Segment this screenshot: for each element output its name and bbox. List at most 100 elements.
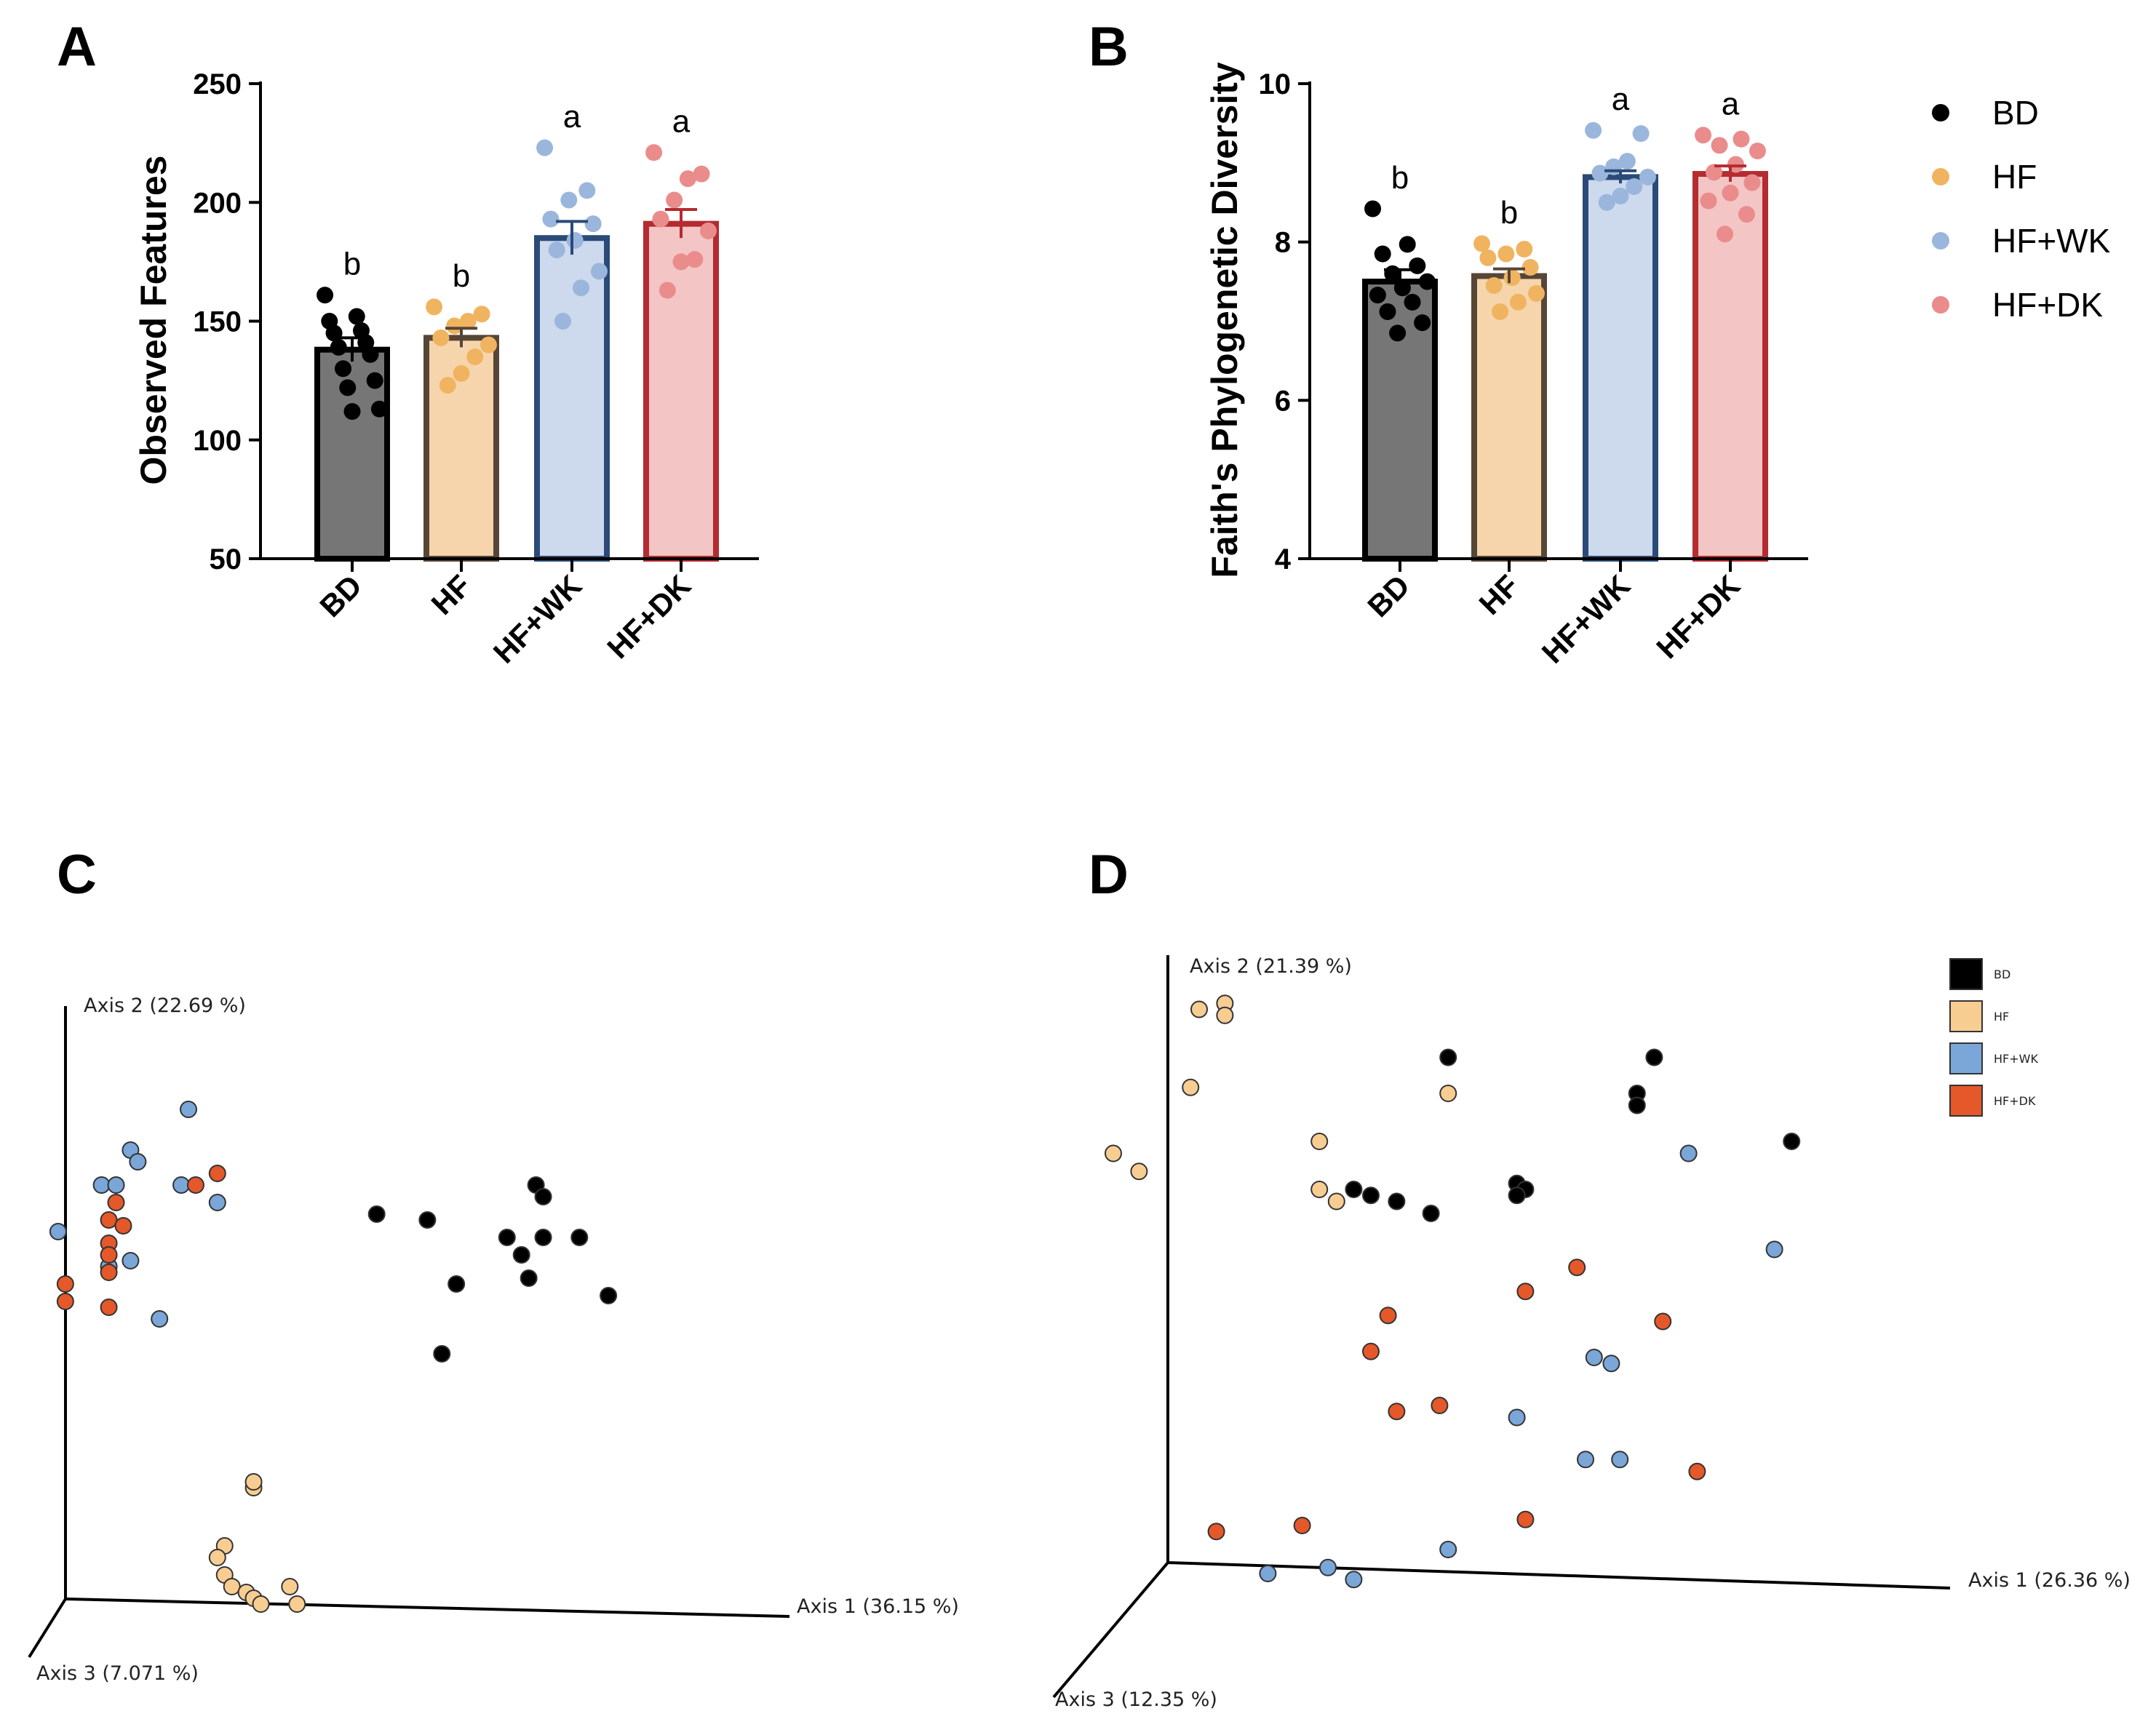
chart-b-points — [1364, 121, 1766, 342]
significance-label: b — [1391, 160, 1409, 196]
pcoa-point-hf-dk — [1688, 1462, 1706, 1480]
chart-b-bars — [1362, 171, 1768, 562]
data-point-bd — [366, 372, 383, 389]
data-point-hf-wk — [542, 210, 560, 228]
data-point-hf-dk — [659, 282, 676, 299]
chart-a-significance: b b a a — [343, 99, 691, 294]
data-point-bd — [1364, 200, 1382, 218]
y-tick-label: 50 — [210, 543, 242, 575]
pcoa-legend-label-hf: HF — [1994, 1010, 2009, 1024]
pcoa-point-hf — [208, 1549, 226, 1566]
pcoa-point-bd — [534, 1229, 552, 1246]
chart-d-points — [1105, 994, 1801, 1589]
pcoa-legend-label-bd: BD — [1994, 968, 2010, 981]
legend-label-hf: HF — [1992, 158, 2037, 196]
data-point-bd — [1409, 257, 1426, 274]
data-point-bd — [1384, 265, 1401, 282]
pcoa-point-bd — [534, 1188, 552, 1205]
data-point-hf-dk — [1738, 206, 1755, 223]
pcoa-point-hf-dk — [186, 1176, 204, 1194]
data-point-hf-dk — [699, 222, 717, 239]
data-point-hf — [446, 317, 464, 335]
data-point-hf — [1527, 284, 1545, 302]
pcoa-point-hf-dk — [1654, 1312, 1672, 1331]
pcoa-point-hf-wk — [1577, 1451, 1594, 1469]
data-point-bd — [339, 379, 357, 396]
data-point-hf-wk — [566, 231, 584, 249]
legend-marker-hf-wk — [1932, 232, 1949, 250]
pcoa-point-bd — [1439, 1048, 1457, 1066]
pcoa-point-hf — [1310, 1133, 1329, 1150]
pcoa-point-hf-wk — [129, 1153, 147, 1170]
chart-a-ticks: 50 100 150 200 250 — [193, 68, 260, 575]
data-point-hf-wk — [554, 313, 572, 330]
pcoa-point-hf-wk — [1611, 1451, 1629, 1469]
pcoa-point-bd — [600, 1287, 618, 1304]
pcoa-point-bd — [1783, 1133, 1801, 1150]
pcoa-point-hf-wk — [107, 1176, 125, 1194]
data-point-bd — [1374, 245, 1391, 263]
pcoa-point-bd — [570, 1229, 589, 1246]
pcoa-legend-swatch-hf — [1949, 1000, 1983, 1032]
y-tick-label: 150 — [193, 306, 242, 338]
data-point-bd — [348, 308, 365, 325]
pcoa-point-hf — [1216, 1006, 1234, 1024]
data-point-bd — [1369, 287, 1386, 304]
chart-d-axis1-label: Axis 1 (26.36 %) — [1968, 1569, 2131, 1592]
pcoa-point-hf — [1190, 1000, 1208, 1018]
pcoa-point-hf-dk — [100, 1246, 118, 1264]
chart-c-axis3-line — [28, 1598, 67, 1659]
pcoa-point-hf-dk — [107, 1194, 125, 1211]
pcoa-point-bd — [1345, 1181, 1363, 1198]
chart-c-axis3-label: Axis 3 (7.071 %) — [36, 1662, 199, 1685]
chart-b: Faith's Phylogenetic Diversity 4 6 8 10 b b a… — [1204, 62, 1808, 670]
pcoa-point-hf-dk — [100, 1299, 118, 1316]
chart-d-legend: BD HF HF+WK HF+DK — [1949, 958, 2038, 1117]
chart-c-axis1-line — [65, 1598, 790, 1618]
significance-label: b — [343, 247, 361, 282]
chart-c-axis1-label: Axis 1 (36.15 %) — [797, 1595, 959, 1618]
pcoa-point-hf-wk — [1439, 1541, 1457, 1558]
data-point-bd — [335, 360, 352, 378]
pcoa-point-hf — [281, 1578, 299, 1595]
panel-letter-b: B — [1089, 16, 1129, 78]
chart-c: Axis 2 (22.69 %) Axis 1 (36.15 %) Axis 3… — [28, 994, 959, 1685]
data-point-hf-wk — [1626, 178, 1643, 195]
data-point-hf-wk — [1639, 168, 1656, 186]
data-point-hf-dk — [645, 144, 663, 161]
data-point-hf-dk — [1733, 130, 1750, 148]
pcoa-point-hf-wk — [1679, 1144, 1698, 1162]
pcoa-legend-swatch-bd — [1949, 958, 1983, 990]
pcoa-legend-label-hf-wk: HF+WK — [1994, 1052, 2038, 1066]
pcoa-point-bd — [1508, 1186, 1526, 1205]
y-tick-label: 6 — [1275, 385, 1291, 417]
legend-marker-hf-dk — [1932, 296, 1949, 314]
data-point-hf-wk — [1598, 194, 1615, 211]
pcoa-point-hf-dk — [1568, 1259, 1586, 1277]
pcoa-point-bd — [512, 1246, 530, 1264]
category-label: HF — [425, 568, 478, 621]
data-point-bd — [362, 346, 379, 363]
pcoa-point-hf-wk — [122, 1252, 140, 1269]
data-point-hf-wk — [1612, 188, 1629, 205]
chart-c-points — [49, 1101, 618, 1613]
data-point-bd — [1399, 236, 1416, 253]
data-point-hf — [1485, 277, 1503, 295]
data-point-hf-wk — [584, 215, 602, 233]
category-label: HF+DK — [600, 568, 697, 665]
pcoa-point-hf-wk — [1319, 1558, 1337, 1576]
pcoa-point-hf — [244, 1473, 263, 1491]
panel-letter-a: A — [57, 16, 97, 78]
data-point-hf — [1497, 245, 1515, 263]
significance-label: a — [1722, 87, 1740, 122]
chart-c-axis2-label: Axis 2 (22.69 %) — [84, 994, 246, 1017]
chart-d-axis3-line — [1052, 1561, 1169, 1699]
pcoa-point-hf — [1130, 1162, 1148, 1181]
data-point-hf — [473, 306, 490, 323]
pcoa-point-hf-dk — [100, 1264, 118, 1281]
data-point-bd — [1389, 324, 1407, 342]
category-label: HF+WK — [1535, 568, 1637, 670]
data-point-hf-dk — [686, 251, 704, 268]
pcoa-point-hf-wk — [1602, 1355, 1620, 1373]
data-point-hf-dk — [1706, 164, 1723, 181]
